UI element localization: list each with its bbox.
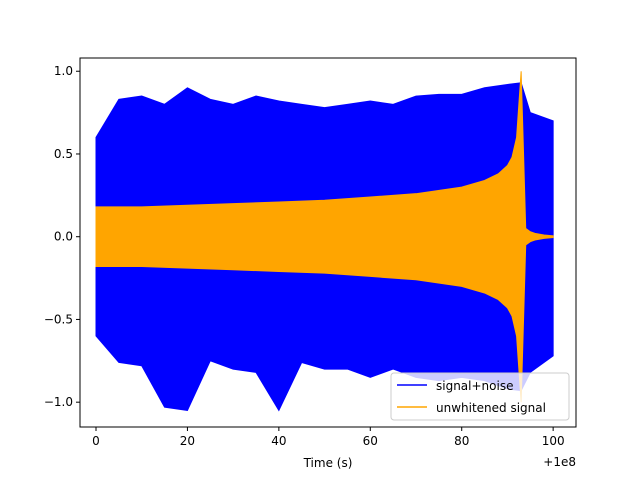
legend-label-unwhitened-signal: unwhitened signal [436, 401, 546, 415]
y-tick-label: 0.5 [54, 147, 73, 161]
x-tick-label: 20 [180, 434, 195, 448]
legend: signal+noise unwhitened signal [390, 372, 570, 421]
y-tick-label: −0.5 [44, 312, 73, 326]
x-axis-label: Time (s) [303, 456, 353, 470]
ticks-layer: 0 20 40 60 80 100 −1.0 −0.5 0.0 0.5 1.0 [44, 64, 565, 448]
x-offset-label: +1e8 [543, 455, 576, 469]
x-tick-label: 60 [363, 434, 378, 448]
x-tick-label: 40 [271, 434, 286, 448]
x-tick-label: 0 [92, 434, 100, 448]
y-tick-label: −1.0 [44, 395, 73, 409]
y-tick-label: 0.0 [54, 230, 73, 244]
plot-area-frame [79, 57, 577, 428]
x-tick-label: 80 [454, 434, 469, 448]
series-layer [95, 71, 554, 412]
y-tick-label: 1.0 [54, 64, 73, 78]
legend-label-signal-noise: signal+noise [436, 379, 513, 393]
x-tick-label: 100 [542, 434, 565, 448]
legend-box [390, 372, 570, 421]
series-unwhitened-signal [95, 71, 554, 403]
